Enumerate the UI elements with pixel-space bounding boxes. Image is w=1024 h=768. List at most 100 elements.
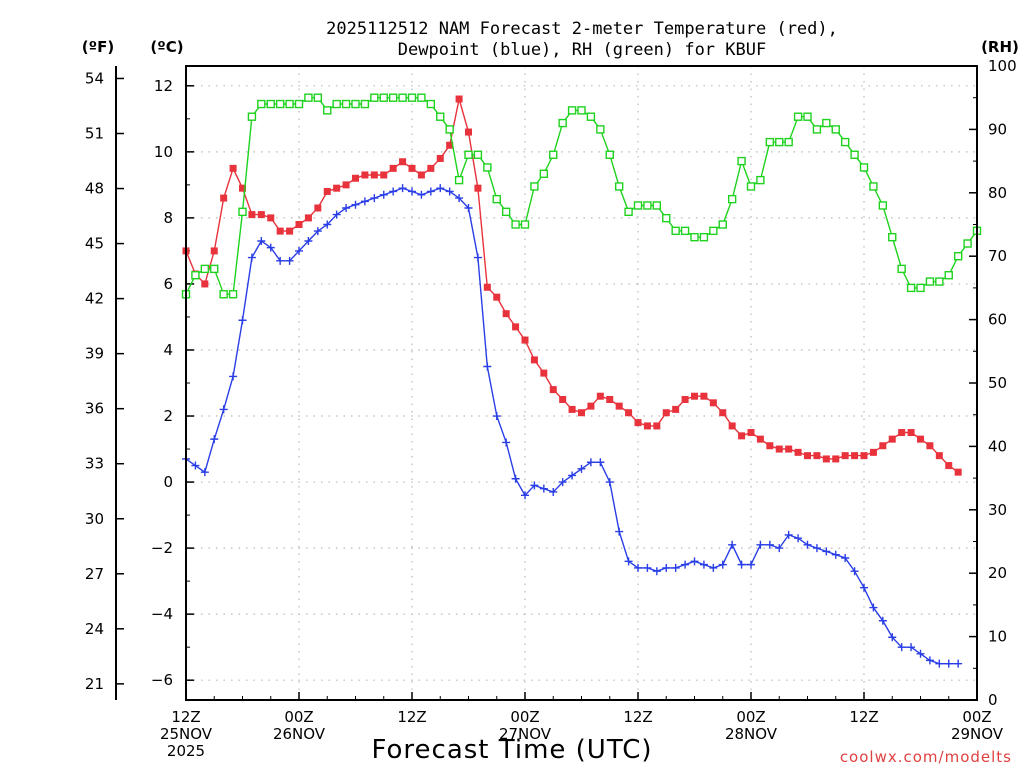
dewpoint-point — [285, 256, 294, 265]
rh-point — [831, 125, 840, 134]
temperature-point — [794, 448, 802, 456]
rh-point — [944, 271, 953, 280]
dewpoint-point — [229, 372, 238, 381]
celsius-tick-label: 12 — [154, 77, 173, 95]
dewpoint-point — [878, 616, 887, 625]
credit-text: coolwx.com/modelts — [840, 748, 1012, 766]
temperature-point — [766, 442, 774, 450]
dewpoint-point — [483, 362, 492, 371]
temperature-point — [606, 396, 614, 404]
temperature-point — [512, 323, 520, 331]
temperature-point — [907, 429, 915, 437]
fahrenheit-tick-label: 51 — [85, 125, 104, 143]
temperature-point — [314, 204, 322, 212]
temperature-point — [389, 164, 397, 172]
rh-point — [341, 99, 351, 109]
fahrenheit-tick-label: 27 — [85, 565, 104, 583]
rh-point — [605, 150, 614, 159]
dewpoint-point — [596, 458, 605, 467]
dewpoint-point — [916, 649, 925, 658]
rh-point — [520, 220, 530, 229]
rh-point — [238, 207, 247, 217]
rh-point — [219, 290, 228, 299]
dewpoint-point — [464, 203, 473, 212]
chart-title-line1: 2025112512 NAM Forecast 2-meter Temperat… — [326, 19, 838, 39]
temperature-point — [474, 184, 482, 192]
dewpoint-point — [737, 560, 746, 569]
temperature-point — [832, 455, 840, 463]
dewpoint-point — [502, 438, 511, 447]
dewpoint-point — [511, 474, 520, 483]
rh-point — [275, 99, 285, 109]
rh-point — [511, 220, 520, 229]
temperature-point — [662, 409, 670, 417]
rh-unit-label: (RH) — [981, 38, 1019, 56]
rh-point — [765, 137, 775, 147]
rh-point — [247, 112, 257, 121]
temperature-point — [286, 227, 294, 235]
x-tick-label: 26NOV — [273, 725, 326, 743]
temperature-point — [399, 158, 407, 166]
temperature-point — [427, 164, 435, 172]
temperature-point — [869, 448, 877, 456]
x-tick-label: 00Z — [510, 708, 539, 726]
temperature-point — [455, 95, 463, 103]
dewpoint-point — [634, 563, 642, 572]
dewpoint-point — [247, 253, 256, 262]
rh-tick-label: 20 — [988, 564, 1007, 582]
rh-point — [577, 106, 586, 115]
dewpoint-point — [379, 190, 388, 199]
dewpoint-point — [841, 554, 850, 563]
rh-tick-label: 30 — [988, 501, 1007, 519]
dewpoint-point — [954, 659, 963, 668]
rh-point — [690, 232, 699, 242]
rh-point — [285, 99, 294, 109]
fahrenheit-tick-label: 42 — [85, 290, 104, 308]
temperature-point — [945, 462, 953, 470]
dewpoint-point — [775, 544, 784, 553]
temperature-point — [465, 128, 472, 136]
rh-tick-label: 100 — [988, 57, 1017, 75]
rh-tick-label: 0 — [988, 691, 998, 709]
dewpoint-point — [897, 643, 906, 652]
temperature-point — [257, 211, 265, 219]
rh-point — [473, 150, 483, 159]
dewpoint-point — [266, 243, 275, 252]
fahrenheit-tick-label: 45 — [85, 235, 104, 253]
rh-point — [906, 283, 916, 293]
fahrenheit-tick-label: 48 — [85, 180, 104, 198]
fahrenheit-tick-label: 21 — [85, 675, 104, 693]
dewpoint-point — [417, 190, 426, 199]
x-tick-label: 27NOV — [499, 725, 552, 743]
temperature-point — [691, 392, 698, 400]
temperature-point — [728, 422, 736, 430]
temperature-point — [530, 356, 538, 364]
dewpoint-point — [389, 187, 398, 196]
dewpoint-point — [276, 256, 285, 265]
dewpoint-point — [812, 544, 821, 553]
rh-point — [200, 264, 210, 274]
rh-tick-label: 60 — [988, 311, 1007, 329]
temperature-point — [436, 154, 444, 162]
temperature-point — [549, 386, 557, 394]
dewpoint-point — [351, 200, 360, 209]
dewpoint-point — [342, 203, 351, 212]
rh-point — [332, 99, 341, 109]
temperature-point — [672, 405, 680, 413]
rh-point — [699, 232, 709, 242]
rh-point — [464, 150, 473, 159]
x-tick-label: 12Z — [623, 708, 652, 726]
temperature-point — [521, 336, 529, 344]
temperature-point — [879, 442, 887, 450]
temperature-point — [559, 396, 567, 404]
rh-point — [483, 163, 492, 172]
dewpoint-point — [671, 563, 680, 572]
temperature-point — [304, 214, 312, 222]
dewpoint-point — [313, 227, 322, 236]
dewpoint-point — [860, 583, 868, 592]
dewpoint-point — [784, 530, 793, 539]
chart-title-line2: Dewpoint (blue), RH (green) for KBUF — [398, 40, 766, 60]
temperature-point — [483, 283, 491, 291]
temperature-point — [738, 432, 746, 440]
